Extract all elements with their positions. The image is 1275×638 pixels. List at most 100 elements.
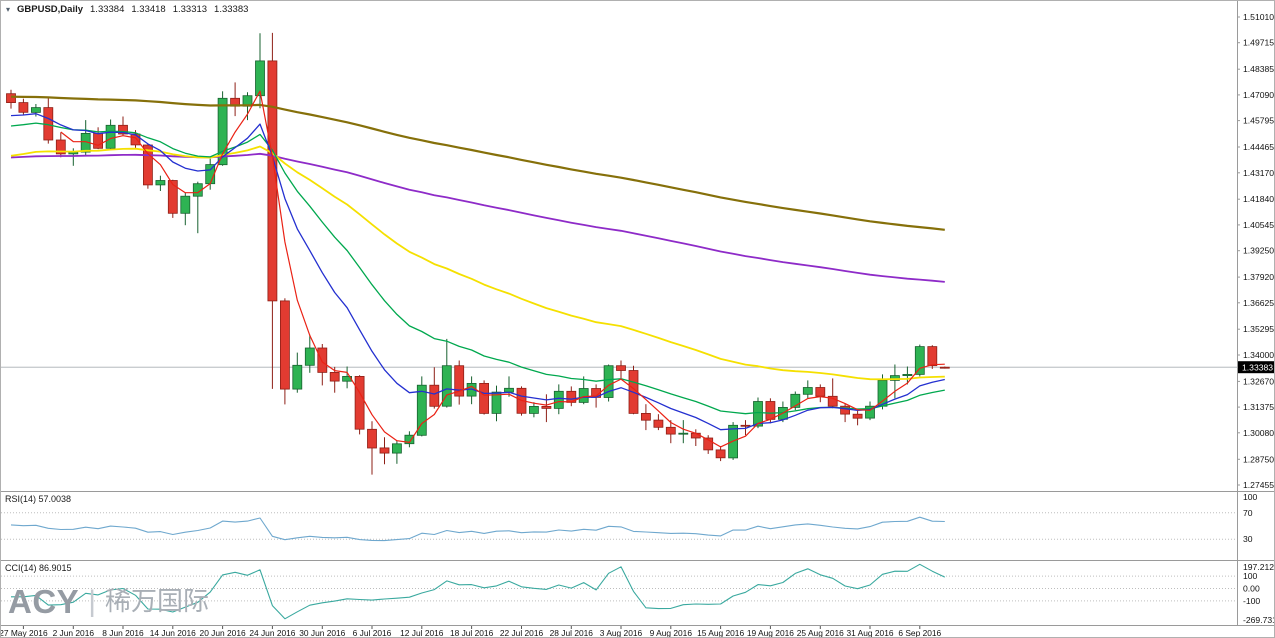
candle-body	[30, 107, 41, 113]
ohlc-open: 1.33384	[90, 4, 125, 15]
rsi-axis-label: 70	[1243, 508, 1253, 518]
price-scale-area[interactable]	[1238, 1, 1275, 625]
candle-body	[479, 382, 490, 414]
candle-body	[304, 347, 315, 366]
candle-body	[715, 449, 726, 459]
candle-body	[790, 393, 801, 408]
time-axis-label: 27 May 2016	[1, 628, 48, 638]
candle-body	[105, 124, 116, 149]
candle-body	[553, 390, 564, 409]
candle-body	[927, 346, 938, 367]
candle-body	[292, 364, 303, 390]
chart-menu-icon[interactable]: ▾	[6, 4, 11, 14]
candle-body	[616, 365, 626, 371]
price-axis-label: 1.28750	[1243, 454, 1274, 464]
rsi-indicator-label: RSI(14) 57.0038	[5, 494, 72, 504]
price-axis-label: 1.45795	[1243, 116, 1274, 126]
candle-body	[827, 395, 838, 407]
symbol-timeframe: GBPUSD,Daily	[17, 4, 84, 15]
ma-line-khaki	[10, 95, 945, 231]
candle-body	[55, 139, 66, 155]
candle-body	[6, 93, 16, 103]
candle-body	[541, 405, 552, 409]
cci-axis-label: 197.2128	[1243, 562, 1275, 572]
candle-body	[678, 432, 689, 435]
candle-body	[217, 97, 228, 166]
candle-body	[167, 180, 178, 214]
ohlc-high: 1.33418	[131, 4, 166, 15]
candle-body	[416, 384, 427, 436]
cci-indicator-label: CCI(14) 86.9015	[5, 563, 72, 573]
time-axis-label: 8 Jun 2016	[102, 628, 144, 638]
current-price-tag	[1238, 361, 1274, 374]
ohlc-low: 1.33313	[172, 4, 208, 15]
time-axis-label: 31 Aug 2016	[846, 628, 893, 638]
candle-body	[329, 371, 340, 382]
time-axis-label: 25 Aug 2016	[797, 628, 844, 638]
candle-body	[379, 447, 390, 454]
candle-body	[429, 384, 440, 407]
time-axis-label: 14 Jun 2016	[150, 628, 196, 638]
rsi-axis-label: 30	[1243, 534, 1253, 544]
candle-body	[753, 401, 763, 427]
time-axis-label: 24 Jun 2016	[249, 628, 295, 638]
price-axis-label: 1.41840	[1243, 194, 1274, 204]
broker-watermark: ACY | 稀万国际	[8, 585, 209, 618]
candle-body	[665, 426, 676, 435]
time-axis-label: 3 Aug 2016	[600, 628, 643, 638]
time-scale-area[interactable]	[1, 626, 1275, 638]
price-axis-label: 1.40545	[1243, 220, 1274, 230]
time-axis-label: 20 Jun 2016	[200, 628, 246, 638]
candle-body	[914, 346, 925, 375]
watermark-separator: |	[88, 584, 96, 618]
candle-body	[354, 375, 365, 430]
ma-line-red	[60, 90, 945, 448]
candle-body	[155, 180, 166, 186]
price-axis-label: 1.51010	[1243, 12, 1274, 22]
time-axis-label: 18 Jul 2016	[450, 628, 494, 638]
candle-body	[703, 437, 714, 451]
candle-body	[491, 391, 502, 414]
watermark-brand: ACY	[8, 583, 80, 620]
price-axis-label: 1.27455	[1243, 480, 1274, 490]
time-axis-label: 6 Jul 2016	[353, 628, 392, 638]
candle-body	[939, 366, 950, 369]
time-axis-label: 28 Jul 2016	[550, 628, 594, 638]
time-axis-label: 19 Aug 2016	[747, 628, 794, 638]
chart-header: ▾ GBPUSD,Daily 1.33384 1.33418 1.33313 1…	[6, 4, 248, 15]
time-axis-label: 6 Sep 2016	[898, 628, 941, 638]
candle-body	[852, 413, 863, 419]
chart-plot-area[interactable]	[1, 1, 1237, 491]
candle-body	[865, 405, 875, 419]
time-axis-label: 30 Jun 2016	[299, 628, 345, 638]
candle-body	[317, 347, 328, 373]
candle-body	[130, 133, 141, 146]
time-axis-label: 22 Jul 2016	[500, 628, 544, 638]
cci-axis-label: 100	[1243, 571, 1258, 581]
price-axis-label: 1.32670	[1243, 376, 1274, 386]
ma-line-yellow	[10, 145, 945, 381]
candle-body	[18, 102, 29, 113]
price-axis-label: 1.48385	[1243, 64, 1274, 74]
candle-body	[802, 387, 813, 395]
rsi-axis-label: 100	[1243, 492, 1258, 502]
candle-body	[391, 443, 402, 454]
cci-axis-label: -269.7311	[1243, 615, 1275, 625]
price-axis-label: 1.31375	[1243, 402, 1274, 412]
candle-body	[279, 300, 290, 390]
candle-body	[267, 60, 278, 302]
candle-body	[529, 405, 539, 414]
ma-line-green	[10, 122, 945, 415]
cci-axis-label: 0.00	[1243, 584, 1260, 594]
candle-body	[180, 195, 191, 214]
time-axis-label: 2 Jun 2016	[53, 628, 95, 638]
watermark-chinese-name: 稀万国际	[104, 586, 209, 617]
price-axis-label: 1.37920	[1243, 272, 1274, 282]
candle-body	[118, 124, 128, 135]
candle-body	[441, 365, 452, 407]
candle-body	[404, 434, 415, 445]
candle-body	[578, 388, 589, 403]
price-axis-label: 1.35295	[1243, 324, 1274, 334]
rsi-panel[interactable]	[1, 492, 1237, 560]
